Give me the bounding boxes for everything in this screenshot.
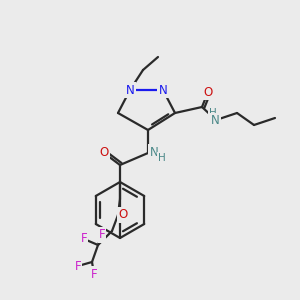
Text: F: F xyxy=(99,229,105,242)
Text: F: F xyxy=(75,260,81,272)
Text: N: N xyxy=(150,146,158,158)
Text: H: H xyxy=(209,108,217,118)
Text: N: N xyxy=(159,83,167,97)
Text: N: N xyxy=(126,83,134,97)
Text: F: F xyxy=(81,232,87,245)
Text: O: O xyxy=(99,146,109,160)
Text: O: O xyxy=(118,208,127,221)
Text: O: O xyxy=(203,85,213,98)
Text: H: H xyxy=(158,153,166,163)
Text: F: F xyxy=(91,268,97,281)
Text: N: N xyxy=(211,115,219,128)
